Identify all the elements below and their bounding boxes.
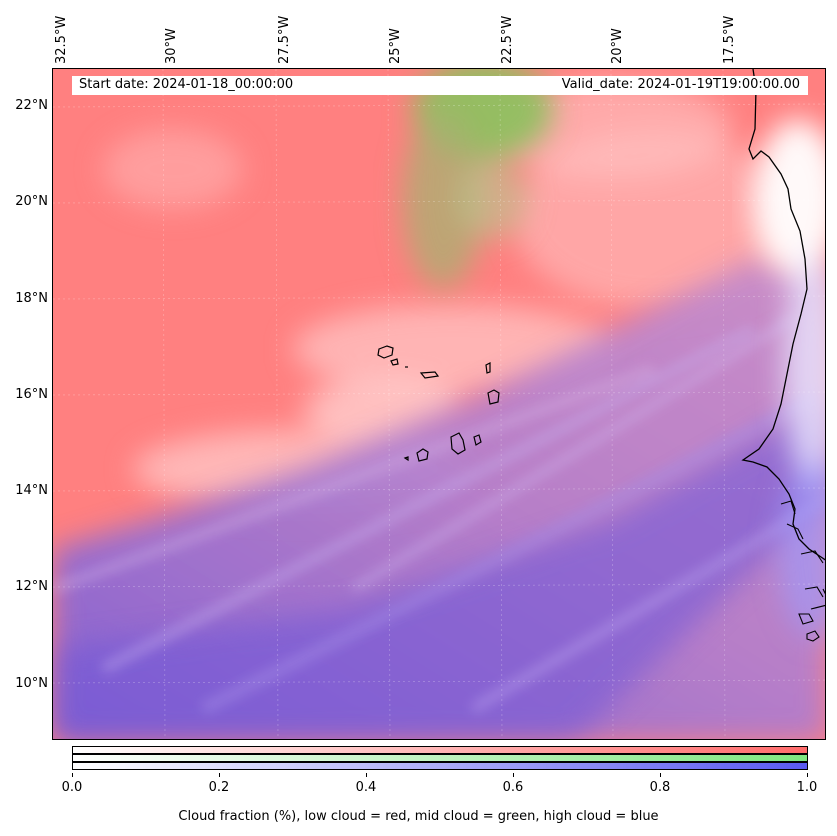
colorbar-tick-0.4 — [366, 773, 367, 777]
lat-label-18n: 18°N — [15, 291, 48, 306]
colorbar-tick-1.0 — [807, 773, 808, 777]
lon-label-30w: 30°W — [164, 28, 179, 64]
lon-label-32.5w: 32.5°W — [54, 15, 69, 64]
colorbar-low — [72, 746, 808, 754]
colorbar-label-0.8: 0.8 — [649, 780, 671, 795]
colorbar-label-1.0: 1.0 — [796, 780, 818, 795]
colorbar-tick-0.2 — [219, 773, 220, 777]
high-cloud-streaks — [53, 315, 825, 715]
colorbar-label-0: 0.0 — [61, 780, 83, 795]
cape-verde-islands — [377, 345, 500, 462]
colorbar-caption: Cloud fraction (%), low cloud = red, mid… — [178, 809, 659, 824]
colorbar-tick-0.6 — [513, 773, 514, 777]
lon-label-27.5w: 27.5°W — [277, 15, 292, 64]
date-banner — [72, 76, 808, 95]
colorbar-tick-0.8 — [660, 773, 661, 777]
colorbar-label-0.2: 0.2 — [208, 780, 230, 795]
colorbar-mid — [72, 754, 808, 762]
lat-label-12n: 12°N — [15, 579, 48, 594]
map-canvas — [53, 69, 825, 739]
start-date-label: Start date: 2024-01-18_00:00:00 — [79, 77, 294, 92]
colorbar-tick-0 — [72, 773, 73, 777]
lat-label-20n: 20°N — [15, 194, 48, 209]
lat-label-22n: 22°N — [15, 98, 48, 113]
lon-label-17.5w: 17.5°W — [722, 15, 737, 64]
cloud-fraction-map — [52, 68, 826, 740]
lon-label-22.5w: 22.5°W — [500, 15, 515, 64]
lat-label-16n: 16°N — [15, 387, 48, 402]
valid-date-label: Valid_date: 2024-01-19T19:00:00.00 — [561, 77, 800, 92]
colorbar-high — [72, 762, 808, 770]
lon-label-20w: 20°W — [610, 28, 625, 64]
colorbar-label-0.4: 0.4 — [355, 780, 377, 795]
coastline-detail — [780, 500, 825, 642]
graticule — [53, 69, 825, 739]
lon-label-25w: 25°W — [388, 28, 403, 64]
colorbar-label-0.6: 0.6 — [502, 780, 524, 795]
lat-label-10n: 10°N — [15, 676, 48, 691]
lat-label-14n: 14°N — [15, 483, 48, 498]
